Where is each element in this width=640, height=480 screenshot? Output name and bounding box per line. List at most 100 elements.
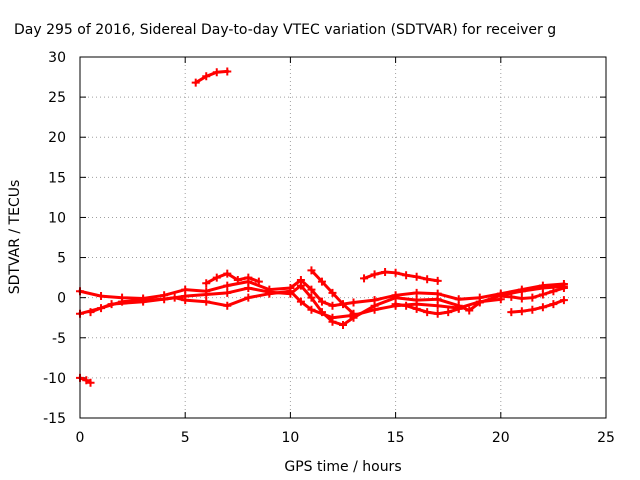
data-point <box>317 277 326 286</box>
data-point <box>181 285 190 294</box>
data-point <box>349 298 358 307</box>
data-point <box>223 67 232 76</box>
data-point <box>212 273 221 282</box>
data-point <box>328 313 337 322</box>
data-point <box>559 284 568 293</box>
data-point <box>82 376 91 385</box>
data-point <box>391 268 400 277</box>
data-point <box>202 72 211 81</box>
data-point <box>328 288 337 297</box>
x-tick-label: 25 <box>597 430 615 446</box>
chart-title: Day 295 of 2016, Sidereal Day-to-day VTE… <box>14 22 556 38</box>
x-tick-label: 20 <box>492 430 510 446</box>
x-tick-label: 0 <box>76 430 85 446</box>
data-point <box>286 287 295 296</box>
x-tick-label: 10 <box>281 430 299 446</box>
data-point <box>223 281 232 290</box>
data-point <box>202 287 211 296</box>
grid <box>80 57 606 418</box>
data-point <box>339 300 347 309</box>
data-point <box>223 288 232 297</box>
data-point <box>296 297 305 306</box>
data-point <box>391 300 400 309</box>
data-point <box>433 276 442 285</box>
x-tick-label: 15 <box>387 430 405 446</box>
data-point <box>328 301 337 310</box>
data-point <box>265 289 274 298</box>
data-point <box>202 297 211 306</box>
data-point <box>381 267 390 276</box>
data-point <box>507 292 516 301</box>
data-point <box>223 301 232 310</box>
data-point <box>549 300 558 309</box>
data-point <box>433 301 442 310</box>
data-point <box>433 289 442 298</box>
data-point <box>412 272 421 281</box>
y-tick-label: -5 <box>52 331 66 347</box>
data-point <box>559 296 568 305</box>
data-point <box>538 303 547 312</box>
data-point <box>202 279 211 288</box>
data-point <box>86 378 95 387</box>
y-tick-label: 15 <box>48 170 66 186</box>
data-point <box>307 285 316 294</box>
data-point <box>107 300 116 309</box>
data-point <box>223 269 232 278</box>
data-point <box>423 308 432 317</box>
data-point <box>139 297 148 306</box>
y-tick-label: -10 <box>43 371 66 387</box>
data-point <box>86 308 95 317</box>
data-point <box>496 292 505 301</box>
y-tick-label: -15 <box>43 411 66 427</box>
data-point <box>244 273 253 282</box>
data-point <box>517 307 526 316</box>
data-point <box>307 293 316 302</box>
data-point <box>538 290 547 299</box>
data-point <box>254 277 263 286</box>
series-trace <box>193 69 229 85</box>
data-layer <box>76 67 568 387</box>
data-point <box>339 320 347 329</box>
data-point <box>454 295 463 304</box>
data-point <box>549 287 558 296</box>
data-point <box>307 305 316 314</box>
data-point <box>370 296 379 305</box>
axis-ticks: 0 5 10 15 20 25 -15 -10 -5 0 5 10 15 20 25 30 <box>43 50 615 446</box>
data-point <box>465 306 474 315</box>
data-point <box>423 275 432 284</box>
data-point <box>402 301 411 310</box>
y-axis-label: SDTVAR / TECUs <box>7 180 23 295</box>
data-point <box>170 293 179 302</box>
y-tick-label: 5 <box>57 251 66 267</box>
data-point <box>317 297 326 306</box>
data-point <box>181 296 190 305</box>
series-trace <box>509 298 566 314</box>
data-point <box>528 293 537 302</box>
y-tick-label: 10 <box>48 210 66 226</box>
y-tick-label: 30 <box>48 50 66 66</box>
data-point <box>296 276 305 285</box>
data-point <box>412 288 421 297</box>
data-point <box>507 308 516 317</box>
data-point <box>370 270 379 279</box>
y-tick-label: 0 <box>57 291 66 307</box>
data-point <box>454 304 463 313</box>
y-tick-label: 25 <box>48 90 66 106</box>
data-point <box>412 304 421 313</box>
data-point <box>433 309 442 318</box>
data-point <box>391 291 400 300</box>
y-tick-label: 20 <box>48 130 66 146</box>
data-point <box>191 78 200 87</box>
data-point <box>528 305 537 314</box>
data-point <box>97 292 106 301</box>
data-point <box>370 305 379 314</box>
data-point <box>233 276 242 285</box>
data-point <box>360 274 369 283</box>
x-tick-label: 5 <box>181 430 190 446</box>
data-point <box>517 285 526 294</box>
data-point <box>307 266 316 275</box>
data-point <box>244 293 253 302</box>
data-point <box>402 271 411 280</box>
data-point <box>118 293 127 302</box>
